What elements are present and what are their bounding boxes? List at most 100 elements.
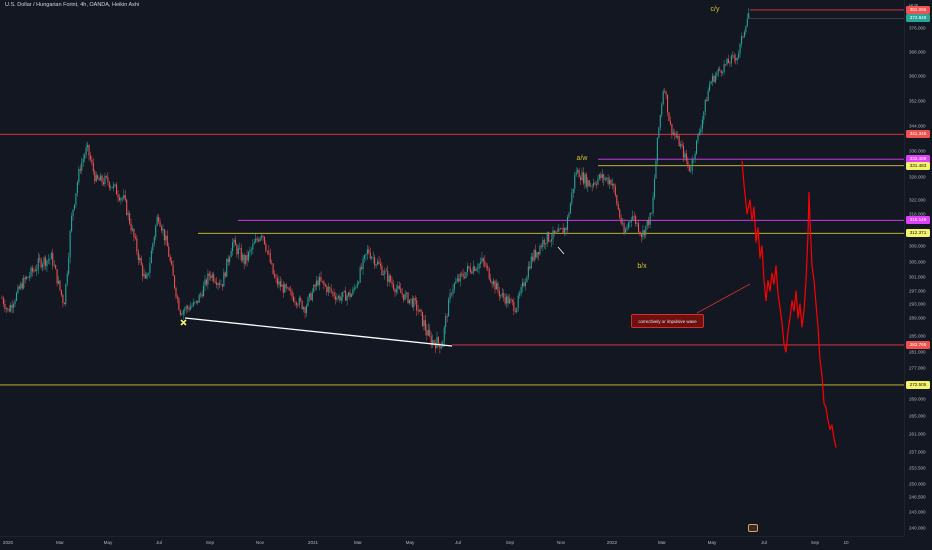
candle-body [150, 250, 152, 264]
candle-body [379, 263, 381, 266]
price-tick: 289.000 [909, 315, 926, 321]
candle-body [187, 306, 189, 309]
candle-body [665, 91, 667, 95]
candle-body [390, 275, 392, 282]
candle-body [263, 236, 265, 245]
candle-body [423, 320, 425, 326]
candle-body [278, 281, 280, 285]
candle-body [174, 275, 176, 288]
candle-body [59, 280, 61, 290]
price-tick: 360.000 [909, 73, 926, 79]
candle-body [197, 300, 199, 303]
candle-body [703, 111, 705, 120]
candle-body [735, 58, 737, 61]
candle-body [226, 258, 228, 277]
candle-body [488, 268, 490, 280]
candle-body [549, 241, 551, 242]
candle-body [639, 231, 641, 235]
candle-body [52, 253, 54, 266]
candle-body [118, 197, 120, 201]
candle-body [44, 257, 47, 267]
candle-body [729, 63, 731, 64]
candle-body [687, 160, 689, 165]
price-badge: 341.348 [906, 130, 930, 139]
candle-series [1, 7, 750, 354]
candle-body [551, 239, 553, 242]
candle-body [426, 330, 428, 336]
candle-body [259, 237, 261, 242]
price-badge: 372.849 [906, 14, 930, 23]
candle-body [30, 267, 32, 277]
candle-body [11, 304, 13, 308]
candle-body [66, 273, 68, 284]
candle-body [572, 188, 574, 193]
candle-body [311, 291, 313, 301]
candle-body [23, 277, 25, 289]
candle-body [395, 289, 397, 293]
candle-body [329, 287, 331, 289]
candle-body [211, 274, 213, 278]
candle-body [149, 263, 151, 274]
candle-body [719, 69, 721, 71]
candle-body [94, 171, 96, 182]
candle-body [126, 199, 128, 215]
candle-body [471, 272, 473, 274]
candle-body [129, 213, 131, 224]
price-tick: 376.000 [909, 25, 926, 31]
candle-body [33, 270, 35, 272]
candle-body [677, 136, 679, 138]
candle-body [638, 223, 640, 232]
candle-body [336, 297, 338, 300]
candle-body [50, 253, 52, 260]
candle-body [406, 292, 408, 294]
candle-body [102, 182, 105, 185]
candle-body [156, 216, 158, 226]
candle-body [68, 257, 70, 274]
candle-body [624, 229, 627, 234]
candle-body [91, 159, 93, 163]
candle-body [456, 278, 458, 282]
candle-body [246, 255, 248, 261]
candle-body [645, 225, 647, 236]
candle-body [717, 69, 719, 73]
wave-label-c-y: c/y [710, 6, 720, 13]
price-tick: 309.000 [909, 243, 926, 249]
candle-body [208, 273, 210, 276]
candle-body [73, 204, 76, 210]
candle-body [627, 222, 629, 228]
candle-body [15, 292, 18, 301]
price-tick: 344.000 [909, 123, 926, 129]
candle-body [704, 100, 706, 112]
candle-body [333, 292, 335, 297]
candle-body [517, 295, 519, 309]
candle-body [142, 265, 144, 277]
candle-body [558, 228, 560, 232]
candle-body [275, 277, 277, 279]
price-tick: 285.000 [909, 333, 926, 339]
candle-body [490, 279, 492, 283]
symbol-title[interactable]: U.S. Dollar / Hungarian Forint, 4h, OAND… [5, 2, 140, 8]
candle-body [71, 215, 73, 232]
candle-body [146, 273, 148, 279]
candle-body [265, 244, 267, 251]
price-tick: 336.000 [909, 148, 926, 154]
callout-note[interactable]: correctively or impulsive wave [631, 314, 704, 328]
calendar-events-icon[interactable] [748, 524, 758, 532]
candle-body [506, 296, 508, 304]
candle-body [247, 252, 250, 261]
price-tick: 328.000 [909, 174, 926, 180]
candle-body [688, 164, 690, 172]
price-tick: 246.500 [909, 494, 926, 500]
candle-body [258, 239, 260, 242]
candle-body [255, 238, 257, 243]
candle-body [635, 216, 637, 224]
candle-body [672, 132, 674, 135]
candle-body [204, 279, 206, 286]
candle-body [374, 257, 376, 266]
price-badge: 272.505 [906, 380, 930, 389]
candle-body [446, 316, 448, 317]
candle-body [564, 227, 566, 234]
candle-body [34, 270, 36, 271]
candle-body [723, 64, 725, 73]
